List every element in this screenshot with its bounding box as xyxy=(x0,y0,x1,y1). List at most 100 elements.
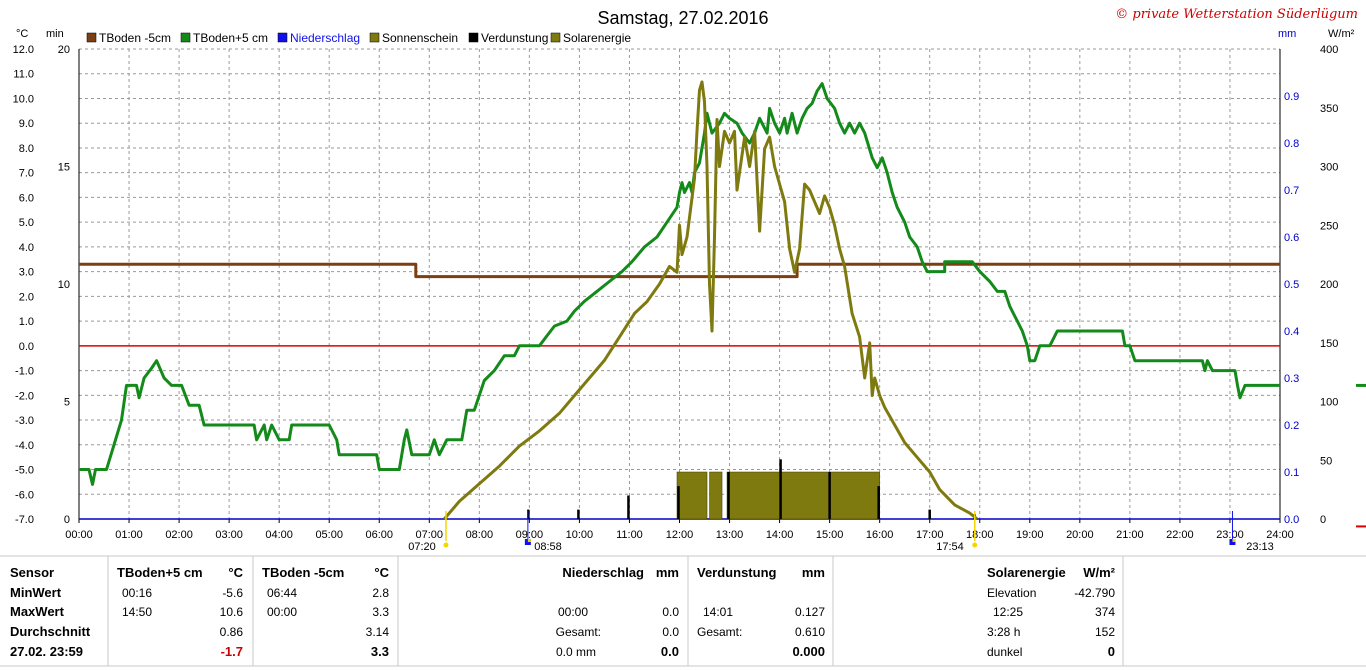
tbm5-max-time: 00:00 xyxy=(267,605,297,619)
y-tick-solar: 250 xyxy=(1320,220,1338,232)
table-header-tb5: TBoden+5 cm xyxy=(117,565,203,580)
rain-max-time: 00:00 xyxy=(558,605,588,619)
x-tick-label: 00:00 xyxy=(65,529,93,541)
solar-state-val: 0 xyxy=(1108,644,1115,659)
x-tick-label: 18:00 xyxy=(966,529,994,541)
y-tick-solar: 150 xyxy=(1320,338,1338,350)
y-tick-temperature: 8.0 xyxy=(19,143,34,155)
y-tick-temperature: 10.0 xyxy=(13,93,34,105)
y-tick-temperature: 2.0 xyxy=(19,291,34,303)
x-tick-label: 08:00 xyxy=(466,529,494,541)
tbm5-avg: 3.14 xyxy=(366,625,390,639)
y-tick-temperature: 4.0 xyxy=(19,242,34,254)
y-tick-temperature: -6.0 xyxy=(15,489,34,501)
chart-grid xyxy=(78,48,1281,520)
legend-label: Niederschlag xyxy=(290,31,360,45)
y-tick-temperature: 11.0 xyxy=(13,69,34,81)
x-tick-label: 13:00 xyxy=(716,529,744,541)
y-tick-solar: 0 xyxy=(1320,514,1326,526)
x-tick-label: 23:00 xyxy=(1216,529,1244,541)
solar-max-time: 12:25 xyxy=(993,605,1023,619)
y-tick-minutes: 20 xyxy=(58,44,70,56)
x-tick-label: 03:00 xyxy=(215,529,243,541)
y-tick-precip: 0.2 xyxy=(1284,420,1299,432)
summary-table: Sensor TBoden+5 cm °C TBoden -5cm °C Nie… xyxy=(0,555,1366,667)
y-tick-precip: 0.7 xyxy=(1284,185,1299,197)
tbm5-min-val: 2.8 xyxy=(372,586,389,600)
y-tick-precip: 0.6 xyxy=(1284,232,1299,244)
legend-label: TBoden+5 cm xyxy=(193,31,268,45)
y-tick-temperature: -7.0 xyxy=(15,514,34,526)
evaporation-spikes xyxy=(527,459,976,519)
tb5-min-time: 00:16 xyxy=(122,586,152,600)
y-tick-temperature: -2.0 xyxy=(15,390,34,402)
series-line-tboden-5-cm xyxy=(79,82,1280,486)
x-tick-label: 09:00 xyxy=(516,529,544,541)
series-lines xyxy=(79,80,1280,521)
y-tick-temperature: 12.0 xyxy=(13,44,34,56)
solar-elev-label: Elevation xyxy=(987,586,1036,600)
legend-swatch xyxy=(86,32,97,43)
y-tick-precip: 0.5 xyxy=(1284,279,1299,291)
y-tick-temperature: 6.0 xyxy=(19,192,34,204)
legend-label: TBoden -5cm xyxy=(99,31,171,45)
copyright-text: © private Wetterstation Süderlügum xyxy=(1115,7,1358,22)
x-tick-label: 21:00 xyxy=(1116,529,1144,541)
solar-duration-val: 152 xyxy=(1095,625,1115,639)
series-line-solarenergie xyxy=(443,80,979,521)
sun-marker-dot xyxy=(972,542,978,548)
y-tick-precip: 0.0 xyxy=(1284,514,1299,526)
rain-time-label: 08:58 xyxy=(534,541,562,553)
sun-marker-dot xyxy=(443,542,449,548)
y-tick-solar: 300 xyxy=(1320,162,1338,174)
y-tick-temperature: 7.0 xyxy=(19,168,34,180)
y-tick-temperature: -1.0 xyxy=(15,366,34,378)
tbm5-max-val: 3.3 xyxy=(372,605,389,619)
x-tick-label: 02:00 xyxy=(165,529,193,541)
x-tick-label: 24:00 xyxy=(1266,529,1294,541)
table-header-rain: Niederschlag xyxy=(562,565,644,580)
evap-current-val: 0.000 xyxy=(792,644,825,659)
y-tick-temperature: 0.0 xyxy=(19,341,34,353)
chart-axes: 00:00 01:00 02:00 03:00 04:00 05:00 06:00 07:00… xyxy=(13,44,1339,541)
legend-swatch xyxy=(468,32,479,43)
tb5-current: -1.7 xyxy=(221,644,243,659)
rain-total-val: 0.0 xyxy=(662,625,679,639)
table-header-evap: Verdunstung xyxy=(697,565,777,580)
y-tick-solar: 400 xyxy=(1320,44,1338,56)
table-header-solar-unit: W/m² xyxy=(1083,565,1115,580)
legend-swatch xyxy=(369,32,380,43)
rain-total-label: Gesamt: xyxy=(556,625,601,639)
sunshine-bar xyxy=(709,471,723,520)
x-tick-label: 15:00 xyxy=(816,529,844,541)
row-label-min: MinWert xyxy=(10,585,62,600)
sunshine-bar xyxy=(726,471,880,520)
y-tick-temperature: -3.0 xyxy=(15,415,34,427)
table-header-rain-unit: mm xyxy=(656,565,679,580)
rain-max-val: 0.0 xyxy=(662,605,679,619)
time-markers xyxy=(443,383,1366,548)
chart-title: Samstag, 27.02.2016 xyxy=(597,8,768,28)
x-tick-label: 17:00 xyxy=(916,529,944,541)
x-tick-label: 14:00 xyxy=(766,529,794,541)
precip-marker-accent xyxy=(1232,539,1236,542)
table-header-evap-unit: mm xyxy=(802,565,825,580)
tbm5-min-time: 06:44 xyxy=(267,586,297,600)
row-label-date: 27.02. 23:59 xyxy=(10,644,83,659)
unit-celsius: °C xyxy=(16,28,28,40)
tb5-avg: 0.86 xyxy=(220,625,244,639)
y-tick-temperature: 5.0 xyxy=(19,217,34,229)
y-tick-precip: 0.1 xyxy=(1284,467,1299,479)
tbm5-current: 3.3 xyxy=(371,644,389,659)
chart-legend: TBoden -5cm TBoden+5 cm Niederschlag Sonnen… xyxy=(86,31,631,45)
solar-state: dunkel xyxy=(987,645,1022,659)
rain-current-val: 0.0 xyxy=(661,644,679,659)
x-tick-label: 06:00 xyxy=(365,529,393,541)
y-tick-solar: 100 xyxy=(1320,397,1338,409)
y-tick-temperature: 3.0 xyxy=(19,267,34,279)
sunrise-label: 07:20 xyxy=(408,541,436,553)
x-tick-label: 20:00 xyxy=(1066,529,1094,541)
y-tick-temperature: -4.0 xyxy=(15,440,34,452)
row-label-max: MaxWert xyxy=(10,604,65,619)
